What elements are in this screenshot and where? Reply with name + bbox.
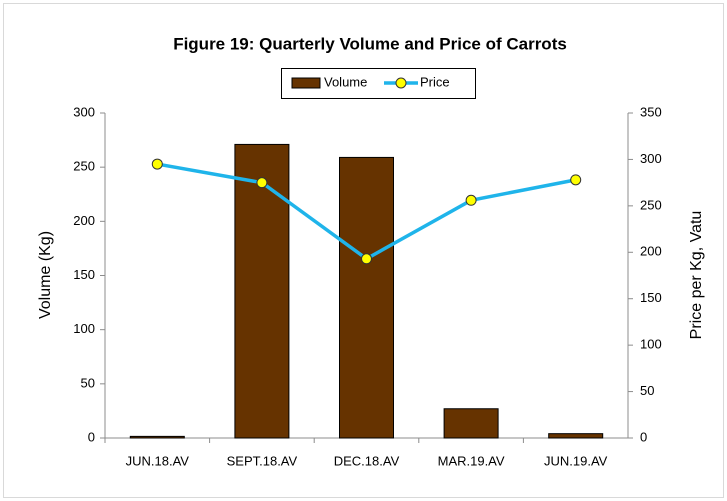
bar xyxy=(129,435,185,439)
y2-tick-label: 100 xyxy=(640,337,662,352)
bar xyxy=(548,433,604,439)
x-tick-label: JUN.18.AV xyxy=(126,453,190,468)
y2-tick-label: 150 xyxy=(640,290,662,305)
y2-tick-label: 300 xyxy=(640,151,662,166)
bar xyxy=(339,156,394,439)
price-marker xyxy=(465,194,477,206)
y2-tick-label: 350 xyxy=(640,104,662,119)
price-marker xyxy=(570,174,582,186)
x-tick-label: MAR.19.AV xyxy=(438,453,505,468)
legend-label: Volume xyxy=(324,74,367,89)
y-tick-label: 300 xyxy=(73,104,95,119)
y2-tick-label: 50 xyxy=(640,383,654,398)
bar xyxy=(443,408,499,439)
x-tick-label: JUN.19.AV xyxy=(544,453,608,468)
y-tick-label: 50 xyxy=(81,375,95,390)
x-tick-label: SEPT.18.AV xyxy=(227,453,298,468)
price-marker xyxy=(361,253,372,265)
price-marker xyxy=(256,177,268,189)
y-tick-label: 200 xyxy=(73,213,95,228)
chart-title: Figure 19: Quarterly Volume and Price of… xyxy=(173,34,567,53)
y2-tick-label: 200 xyxy=(640,244,662,259)
x-tick-label: DEC.18.AV xyxy=(334,453,400,468)
y-tick-label: 0 xyxy=(88,429,95,444)
y-tick-label: 250 xyxy=(73,159,95,174)
y-tick-label: 150 xyxy=(73,267,95,282)
y2-axis-title: Price per Kg, Vatu xyxy=(688,211,705,340)
price-marker xyxy=(151,158,163,170)
legend-marker xyxy=(395,77,407,89)
y-axis-title: Volume (Kg) xyxy=(37,231,54,319)
y2-tick-label: 0 xyxy=(640,429,647,444)
y-tick-label: 100 xyxy=(73,321,95,336)
y2-tick-label: 250 xyxy=(640,197,662,212)
legend-swatch xyxy=(291,77,321,89)
legend-label: Price xyxy=(420,74,450,89)
bar xyxy=(234,143,290,439)
